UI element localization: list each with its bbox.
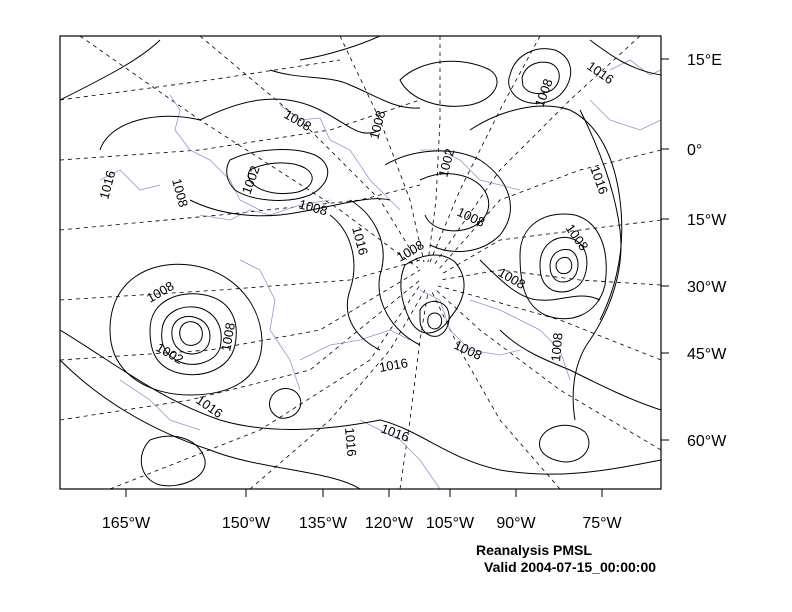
contour-label: 1008 — [394, 237, 427, 264]
map-title: Reanalysis PMSL — [476, 542, 592, 558]
contour-label: 1016 — [584, 58, 616, 87]
lon-label: 105°W — [426, 515, 475, 532]
contour-label: 1016 — [342, 427, 359, 457]
lat-label: 15°E — [687, 52, 722, 69]
contour-labels: 1008 1008 1016 1008 1002 1008 1002 1008 … — [96, 58, 616, 457]
contour-label: 1008 — [144, 278, 177, 305]
contour-label: 1008 — [169, 177, 191, 209]
lon-label: 135°W — [299, 515, 348, 532]
contour-label: 1008 — [548, 332, 565, 362]
contour-label: 1008 — [532, 77, 556, 109]
contour-label: 1008 — [297, 196, 329, 218]
lon-label: 150°W — [222, 515, 271, 532]
contour-label: 1008 — [282, 107, 315, 134]
contour-label: 1016 — [96, 169, 118, 201]
longitude-labels: 165°W 150°W 135°W 120°W 105°W 90°W 75°W — [102, 515, 623, 532]
isobars — [60, 36, 661, 489]
lon-label: 75°W — [582, 515, 622, 532]
contour-label: 1008 — [455, 204, 488, 230]
right-ticks — [661, 58, 669, 441]
lat-label: 0° — [687, 142, 702, 159]
lon-label: 120°W — [365, 515, 414, 532]
latitude-labels: 15°E 0° 15°W 30°W 45°W 60°W — [687, 52, 727, 450]
contour-label: 1016 — [379, 421, 411, 445]
coastlines — [99, 59, 661, 489]
lat-label: 45°W — [687, 346, 727, 363]
contour-label: 1016 — [378, 355, 409, 375]
contour-label: 1002 — [435, 147, 457, 179]
lon-label: 165°W — [102, 515, 151, 532]
bottom-ticks — [125, 489, 603, 497]
lat-label: 15°W — [687, 212, 727, 229]
contour-label: 1016 — [349, 225, 371, 257]
contour-label: 1008 — [218, 321, 238, 352]
contour-label: 1008 — [366, 109, 388, 141]
contour-label: 1002 — [239, 164, 263, 196]
graticule — [60, 36, 661, 489]
lon-label: 90°W — [496, 515, 536, 532]
map-subtitle: Valid 2004-07-15_00:00:00 — [484, 559, 656, 575]
lat-label: 30°W — [687, 279, 727, 296]
contour-label: 1008 — [452, 337, 485, 363]
plot-frame — [59, 35, 662, 490]
contour-label: 1016 — [587, 164, 611, 196]
lat-label: 60°W — [687, 433, 727, 450]
